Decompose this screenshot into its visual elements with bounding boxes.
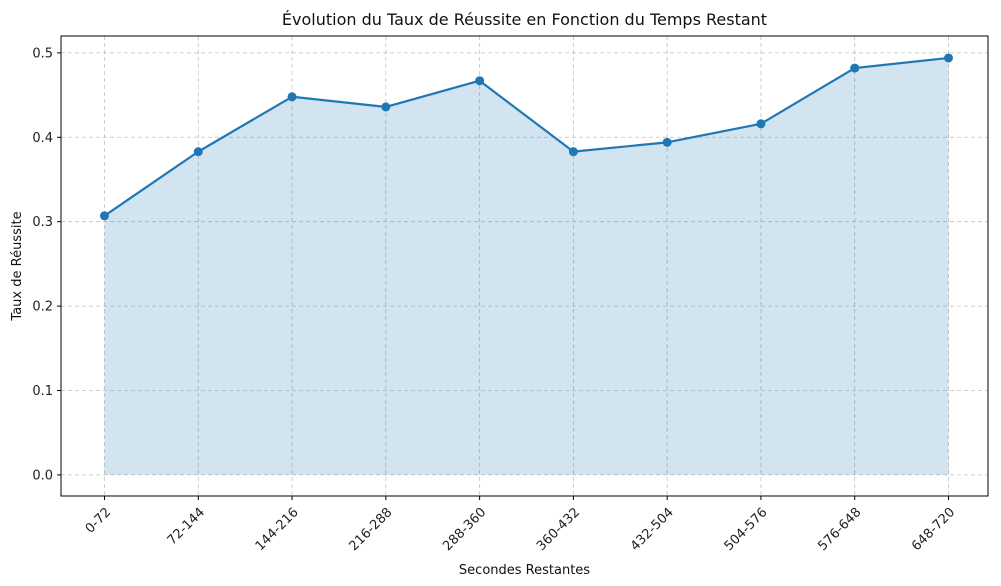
x-tick-label: 144-216 [253,505,302,554]
x-axis-label: Secondes Restantes [459,563,590,578]
grid [61,36,988,496]
series-line [103,56,949,217]
x-tick-label: 216-288 [346,505,395,554]
y-tick-label: 0.3 [32,215,53,230]
data-point [287,92,297,102]
x-tick-label: 432-504 [628,505,677,554]
x-tick-label: 0-72 [83,505,114,536]
data-point [756,119,766,129]
y-tick-label: 0.2 [32,300,53,315]
y-tick-label: 0.5 [32,46,53,61]
area-fill [104,57,949,475]
data-point [568,147,578,157]
x-tick-label: 360-432 [534,505,583,554]
x-tick-label: 648-720 [909,505,958,554]
y-axis-label: Taux de Réussite [10,211,25,321]
data-point [662,137,672,147]
x-tick-label: 72-144 [165,505,208,548]
y-tick-label: 0.0 [32,468,53,483]
x-axis: 0-72 72-144 144-216 216-288 288-360 360-432 43… [83,496,958,554]
x-tick-label: 504-576 [722,505,771,554]
plot-background [61,36,988,496]
y-axis: 0.0 0.1 0.2 0.3 0.4 0.5 [32,46,61,483]
data-point [100,211,109,221]
data-point [193,147,203,157]
plot-frame [60,35,989,497]
data-point [850,63,860,73]
data-point [944,53,953,63]
y-tick-label: 0.1 [32,384,53,399]
data-points [100,53,953,221]
data-point [475,76,485,86]
x-tick-label: 576-648 [815,505,864,554]
y-tick-label: 0.4 [32,131,53,146]
data-point [381,102,391,112]
chart-title: Évolution du Taux de Réussite en Fonctio… [282,10,767,29]
x-tick-label: 288-360 [440,505,489,554]
